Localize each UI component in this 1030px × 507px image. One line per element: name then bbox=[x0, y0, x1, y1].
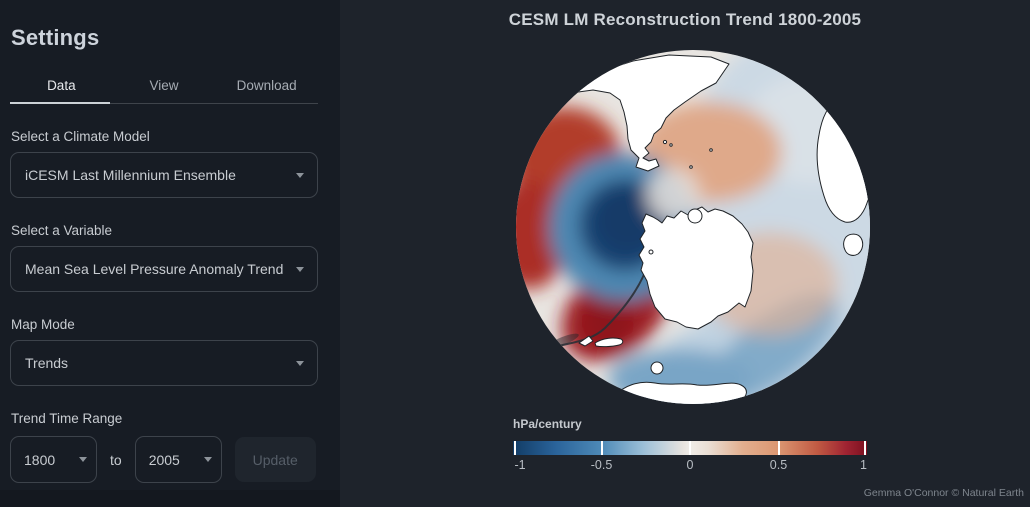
land-islet bbox=[578, 335, 594, 347]
climate-model-select[interactable]: iCESM Last Millennium Ensemble bbox=[10, 152, 318, 198]
land-islet bbox=[709, 148, 713, 152]
climate-model-value: iCESM Last Millennium Ensemble bbox=[25, 167, 236, 183]
start-year-value: 1800 bbox=[24, 451, 56, 468]
colorbar-unit-label: hPa/century bbox=[513, 417, 582, 431]
map-panel: CESM LM Reconstruction Trend 1800-2005 bbox=[340, 0, 1030, 507]
end-year-value: 2005 bbox=[148, 451, 180, 468]
trend-time-range-label: Trend Time Range bbox=[11, 411, 123, 426]
start-year-select[interactable]: 1800 bbox=[10, 436, 97, 483]
land-islet bbox=[648, 249, 654, 255]
trend-time-range-row: 1800 to 2005 Update bbox=[10, 436, 318, 483]
chevron-down-icon bbox=[296, 360, 304, 366]
land-new-zealand bbox=[614, 381, 747, 404]
sidebar-tabs: Data View Download bbox=[10, 78, 318, 104]
chevron-down-icon bbox=[296, 266, 304, 272]
map-mode-select[interactable]: Trends bbox=[10, 340, 318, 386]
variable-label: Select a Variable bbox=[11, 223, 113, 238]
settings-sidebar: Settings Data View Download Select a Cli… bbox=[0, 0, 340, 490]
sidebar-title: Settings bbox=[11, 25, 100, 50]
chevron-down-icon bbox=[79, 457, 87, 462]
map-mode-value: Trends bbox=[25, 355, 69, 371]
land-islet bbox=[650, 361, 664, 375]
map-title: CESM LM Reconstruction Trend 1800-2005 bbox=[508, 10, 862, 29]
land-tasmania bbox=[843, 233, 864, 256]
land-islet bbox=[594, 337, 624, 348]
land-islet bbox=[662, 139, 668, 145]
land-islet bbox=[669, 143, 673, 147]
climate-model-label: Select a Climate Model bbox=[11, 129, 150, 144]
end-year-select[interactable]: 2005 bbox=[134, 436, 222, 483]
variable-value: Mean Sea Level Pressure Anomaly Trend bbox=[25, 261, 284, 277]
colorbar-tick-labels: -1 -0.5 0 0.5 1 bbox=[513, 458, 867, 474]
land-antarctic-island bbox=[687, 208, 703, 224]
tab-view[interactable]: View bbox=[149, 78, 179, 93]
colorbar-tick-label: -0.5 bbox=[590, 458, 613, 472]
update-button[interactable]: Update bbox=[234, 437, 316, 482]
colorbar-tick-label: -1 bbox=[514, 458, 526, 472]
land-south-america bbox=[570, 54, 730, 172]
colorbar-tick-label: 0 bbox=[686, 458, 694, 472]
antarctic-globe-map bbox=[516, 50, 870, 404]
map-mode-label: Map Mode bbox=[11, 317, 75, 332]
chevron-down-icon bbox=[296, 172, 304, 178]
trend-colorbar bbox=[513, 441, 867, 455]
tab-download[interactable]: Download bbox=[236, 78, 297, 93]
tab-data[interactable]: Data bbox=[10, 78, 113, 104]
land-antarctica bbox=[638, 206, 754, 330]
colorbar-tick-label: 0.5 bbox=[769, 458, 788, 472]
attribution-text: Gemma O'Connor © Natural Earth bbox=[863, 487, 1024, 499]
land-islet bbox=[689, 165, 693, 169]
variable-select[interactable]: Mean Sea Level Pressure Anomaly Trend bbox=[10, 246, 318, 292]
range-separator: to bbox=[110, 451, 122, 468]
chevron-down-icon bbox=[203, 457, 212, 462]
colorbar-tick-label: 1 bbox=[859, 458, 867, 472]
